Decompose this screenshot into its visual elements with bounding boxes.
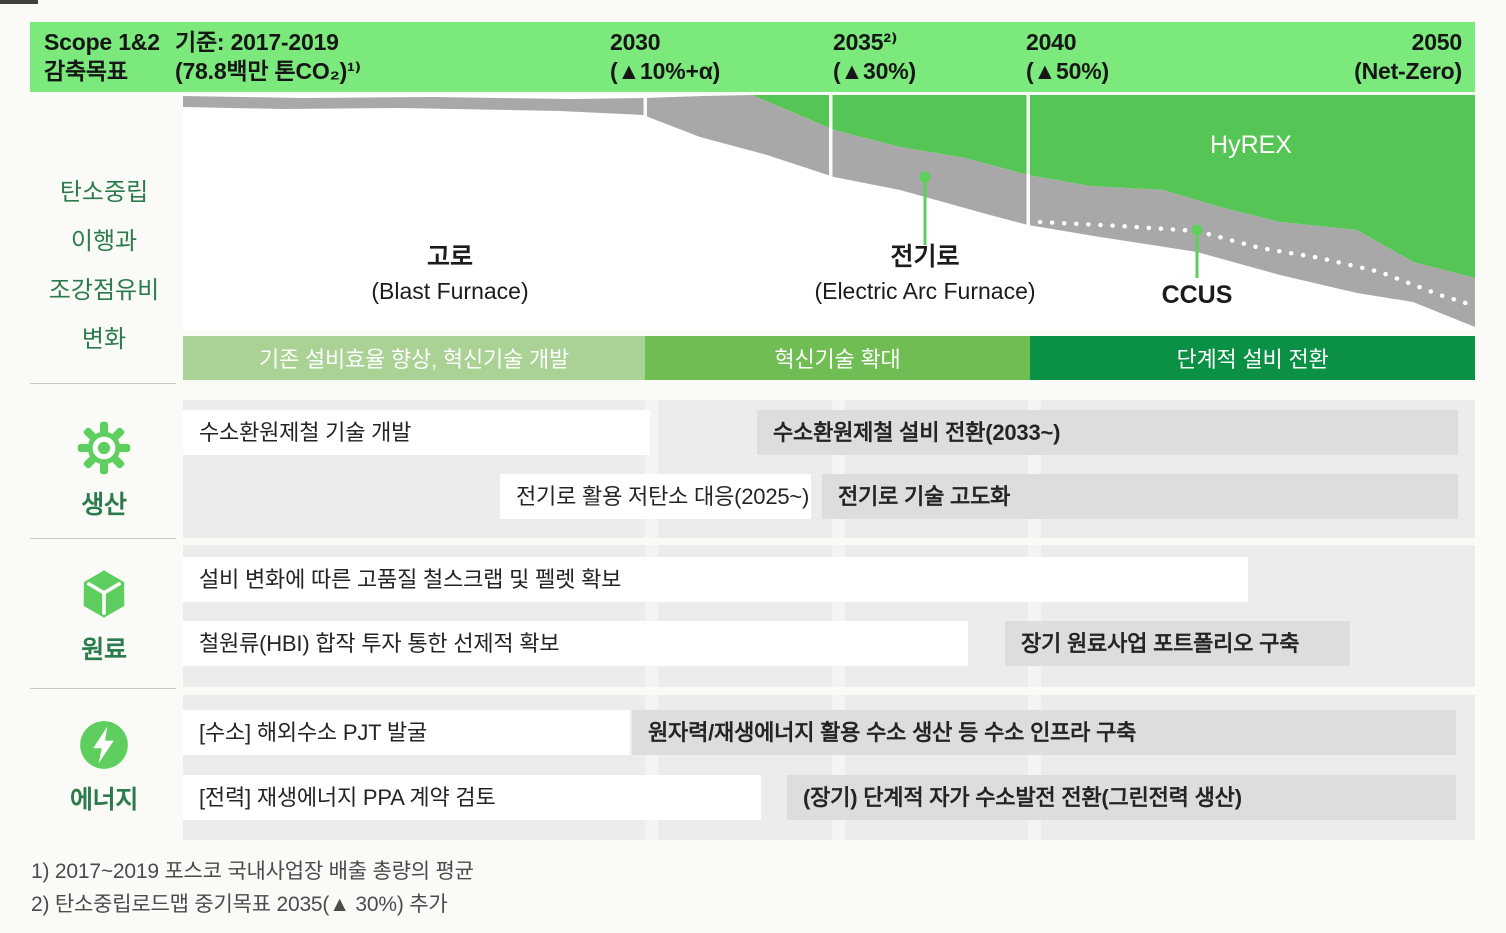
task-box: 전기로 활용 저탄소 대응(2025~) <box>500 474 811 519</box>
milestone-year: 2030 <box>610 29 661 55</box>
milestone-year: 2035²⁾ <box>833 29 898 55</box>
sidebar-divider <box>30 383 176 384</box>
task-box: 수소환원제철 설비 전환(2033~) <box>757 410 1458 455</box>
milestone-target: (▲50%) <box>1026 58 1109 84</box>
phase-segment-3: 단계적 설비 전환 <box>1030 336 1475 380</box>
section-energy: [수소] 해외수소 PJT 발굴 원자력/재생에너지 활용 수소 생산 등 수소… <box>183 695 1475 840</box>
gridline-2040 <box>1026 95 1030 330</box>
section-label-raw-materials: 원료 <box>81 636 127 664</box>
task-box: [전력] 재생에너지 PPA 계약 검토 <box>183 775 761 820</box>
milestone-baseline: 기준: 2017-2019 (78.8백만 톤CO₂)¹⁾ <box>175 28 361 86</box>
share-chart-svg <box>183 95 1475 330</box>
footnotes: 1) 2017~2019 포스코 국내사업장 배출 총량의 평균 2) 탄소중립… <box>31 855 474 921</box>
bolt-icon <box>30 719 178 771</box>
milestone-2035: 2035²⁾ (▲30%) <box>833 28 916 86</box>
task-box: [수소] 해외수소 PJT 발굴 <box>183 710 630 755</box>
footnote-2: 2) 탄소중립로드맵 중기목표 2035(▲ 30%) 추가 <box>31 893 448 916</box>
milestone-target: (78.8백만 톤CO₂)¹⁾ <box>175 58 361 84</box>
milestone-year: 2050 <box>1411 29 1463 55</box>
sidebar-chart-title: 탄소중립 이행과 조강점유비 변화 <box>48 179 160 353</box>
footnote-1: 1) 2017~2019 포스코 국내사업장 배출 총량의 평균 <box>31 860 474 883</box>
scope-target-label: Scope 1&2 감축목표 <box>44 28 160 86</box>
section-production: 수소환원제철 기술 개발 수소환원제철 설비 전환(2033~) 전기로 활용 … <box>183 400 1475 538</box>
ccus-label: CCUS <box>1161 281 1233 309</box>
milestone-year: 2040 <box>1026 29 1077 55</box>
task-box: 전기로 기술 고도화 <box>822 474 1458 519</box>
eaf-ko: 전기로 <box>890 243 960 271</box>
task-box: 설비 변화에 따른 고품질 철스크랩 및 펠렛 확보 <box>183 557 1248 602</box>
blast-furnace-ko: 고로 <box>426 243 473 271</box>
milestone-target: (▲30%) <box>833 58 916 84</box>
eaf-en: (Electric Arc Furnace) <box>814 278 1036 304</box>
task-box: 장기 원료사업 포트폴리오 구축 <box>1005 621 1350 666</box>
task-box: (장기) 단계적 자가 수소발전 전환(그린전력 생산) <box>787 775 1456 820</box>
task-box: 원자력/재생에너지 활용 수소 생산 등 수소 인프라 구축 <box>632 710 1456 755</box>
phase-segment-2: 혁신기술 확대 <box>645 336 1030 380</box>
ccus-callout-dot <box>1191 224 1203 236</box>
cube-icon <box>30 567 178 621</box>
blast-furnace-en: (Blast Furnace) <box>371 278 529 304</box>
sidebar-item-energy: 에너지 <box>30 719 178 816</box>
timeline-header: Scope 1&2 감축목표 기준: 2017-2019 (78.8백만 톤CO… <box>30 22 1475 92</box>
task-box: 철원류(HBI) 합작 투자 통한 선제적 확보 <box>183 621 968 666</box>
blast-furnace-label: 고로 (Blast Furnace) <box>300 242 600 306</box>
steel-share-chart: HyREX 고로 (Blast Furnace) 전기로 (Electric A… <box>183 95 1475 330</box>
milestone-target: (▲10%+α) <box>610 58 721 84</box>
ccus-dotted-line <box>1037 219 1475 308</box>
milestone-2040: 2040 (▲50%) <box>1026 28 1109 86</box>
milestone-target: (Net-Zero) <box>1354 58 1462 84</box>
eaf-label: 전기로 (Electric Arc Furnace) <box>775 242 1075 306</box>
corner-artifact <box>0 0 38 4</box>
sidebar-item-raw-materials: 원료 <box>30 567 178 666</box>
gear-icon <box>30 420 178 476</box>
phase-bar: 기존 설비효율 향상, 혁신기술 개발 혁신기술 확대 단계적 설비 전환 <box>183 336 1475 380</box>
milestone-2050: 2050 (Net-Zero) <box>1354 28 1462 86</box>
milestone-2030: 2030 (▲10%+α) <box>610 28 720 86</box>
scope-line1: Scope 1&2 <box>44 29 160 55</box>
section-label-production: 생산 <box>81 491 127 519</box>
sidebar-divider <box>30 538 176 539</box>
scope-line2: 감축목표 <box>44 58 128 84</box>
sidebar-item-production: 생산 <box>30 420 178 521</box>
gridline-2030 <box>643 95 647 330</box>
hyrex-label: HyREX <box>1210 131 1292 159</box>
section-label-energy: 에너지 <box>69 786 139 814</box>
phase-segment-1: 기존 설비효율 향상, 혁신기술 개발 <box>183 336 645 380</box>
sidebar-divider <box>30 688 176 689</box>
eaf-callout-dot <box>919 171 931 183</box>
milestone-year: 기준: 2017-2019 <box>175 29 339 55</box>
hyrex-area <box>752 95 1475 278</box>
gridline-2035 <box>829 95 833 330</box>
task-box: 수소환원제철 기술 개발 <box>183 410 650 455</box>
section-raw-materials: 설비 변화에 따른 고품질 철스크랩 및 펠렛 확보 철원류(HBI) 합작 투… <box>183 545 1475 687</box>
